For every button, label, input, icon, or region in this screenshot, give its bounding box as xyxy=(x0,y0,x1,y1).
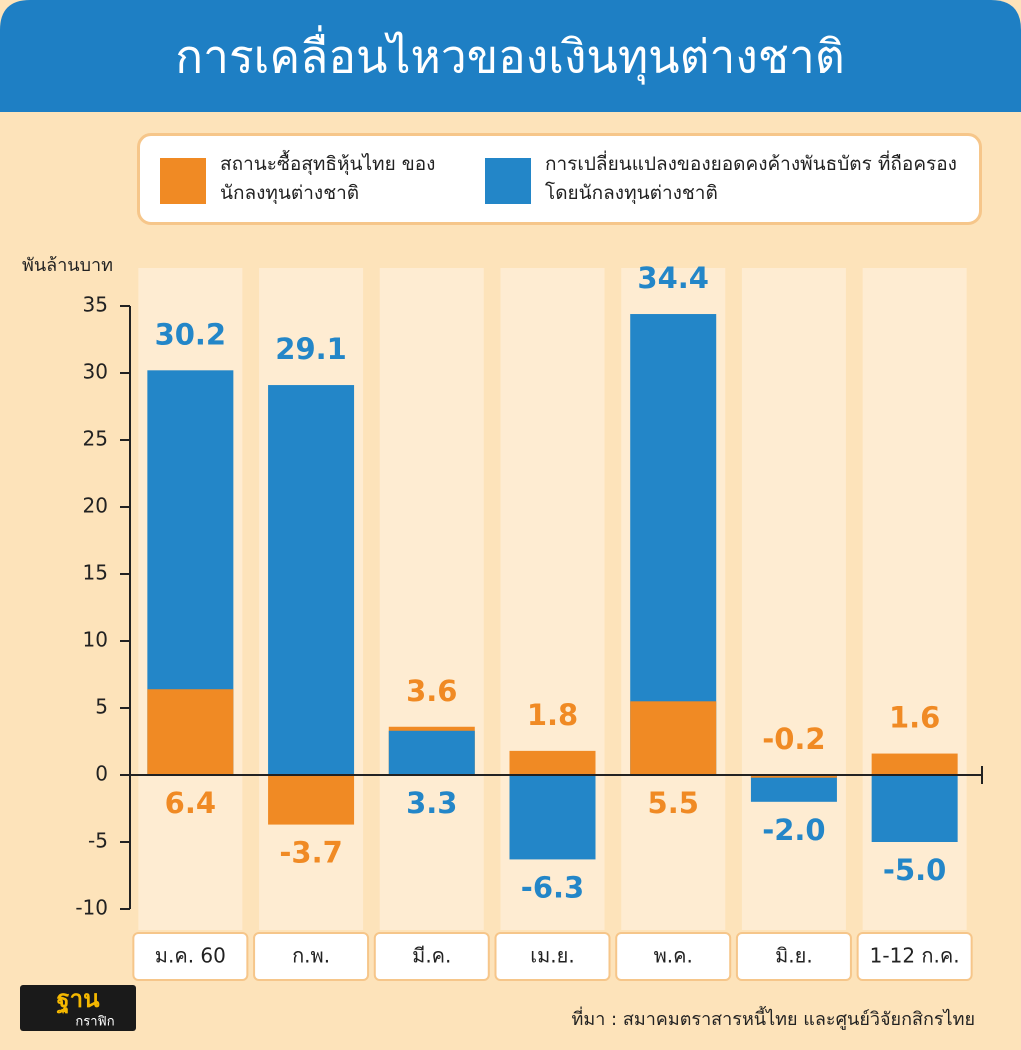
value-label: -5.0 xyxy=(883,853,946,887)
bar xyxy=(630,701,717,775)
x-tick-label: เม.ย. xyxy=(530,944,574,968)
logo-text: ฐาน xyxy=(56,985,100,1015)
x-tick-label: ก.พ. xyxy=(292,944,330,968)
y-tick-label: -5 xyxy=(88,829,108,853)
chart-title: การเคลื่อนไหวของเงินทุนต่างชาติ xyxy=(175,25,844,86)
value-label: 6.4 xyxy=(165,786,216,820)
x-tick-label: พ.ค. xyxy=(654,944,693,968)
column-stripe xyxy=(741,268,846,930)
bar xyxy=(630,314,717,775)
x-tick-label: มิ.ย. xyxy=(775,944,813,968)
y-tick-label: -10 xyxy=(75,896,108,920)
bar xyxy=(268,775,355,825)
value-label: -2.0 xyxy=(762,813,825,847)
x-tick-label: ม.ค. 60 xyxy=(155,944,226,968)
legend-label: การเปลี่ยนแปลงของยอดคงค้างพันธบัตร ที่ถื… xyxy=(545,153,957,204)
y-tick-label: 10 xyxy=(83,628,108,652)
y-tick-label: 25 xyxy=(83,427,108,451)
category-box xyxy=(735,932,852,981)
value-label: 1.6 xyxy=(889,701,940,735)
bar xyxy=(268,385,355,775)
column-stripe xyxy=(379,268,484,930)
bar xyxy=(509,750,596,775)
value-label: 3.6 xyxy=(406,674,457,708)
y-tick-label: 15 xyxy=(83,561,108,585)
bar xyxy=(871,775,958,842)
bar xyxy=(509,775,596,860)
category-box xyxy=(494,932,611,981)
bar xyxy=(750,775,837,778)
category-box xyxy=(253,932,370,981)
value-label: 5.5 xyxy=(648,786,699,820)
bar xyxy=(388,730,475,775)
value-label: 30.2 xyxy=(155,317,227,351)
x-tick-label: มี.ค. xyxy=(412,944,451,968)
value-label: 3.3 xyxy=(406,786,457,820)
value-label: -3.7 xyxy=(279,836,342,870)
legend-item: การเปลี่ยนแปลงของยอดคงค้างพันธบัตร ที่ถื… xyxy=(485,150,975,208)
legend-label: สถานะซื้อสุทธิหุ้นไทย ของนักลงทุนต่างชาต… xyxy=(220,153,436,204)
y-tick-label: 5 xyxy=(95,695,108,719)
legend-swatch xyxy=(485,158,531,204)
logo-box xyxy=(20,985,136,1031)
legend: สถานะซื้อสุทธิหุ้นไทย ของนักลงทุนต่างชาต… xyxy=(137,133,982,225)
y-axis-label: พันล้านบาท xyxy=(22,255,113,276)
value-label: 34.4 xyxy=(637,261,709,295)
value-label: 1.8 xyxy=(527,698,578,732)
category-box xyxy=(615,932,732,981)
bar xyxy=(750,775,837,802)
y-tick-label: 0 xyxy=(95,762,108,786)
value-label: 29.1 xyxy=(275,332,347,366)
logo-subtext: กราฟิก xyxy=(75,1015,114,1030)
value-label: -6.3 xyxy=(521,870,584,904)
category-box xyxy=(132,932,249,981)
y-tick-label: 20 xyxy=(83,494,108,518)
legend-item: สถานะซื้อสุทธิหุ้นไทย ของนักลงทุนต่างชาต… xyxy=(160,150,455,208)
bar xyxy=(147,689,234,775)
category-box xyxy=(856,932,973,981)
source: ที่มา : สมาคมตราสารหนี้ไทย และศูนย์วิจัย… xyxy=(572,1006,976,1030)
legend-swatch xyxy=(160,158,206,204)
bar xyxy=(871,753,958,775)
title-bar xyxy=(0,0,1021,112)
y-tick-label: 35 xyxy=(83,293,108,317)
x-tick-label: 1-12 ก.ค. xyxy=(870,944,960,968)
category-box xyxy=(373,932,490,981)
value-label: -0.2 xyxy=(762,722,825,756)
y-tick-label: 30 xyxy=(83,360,108,384)
